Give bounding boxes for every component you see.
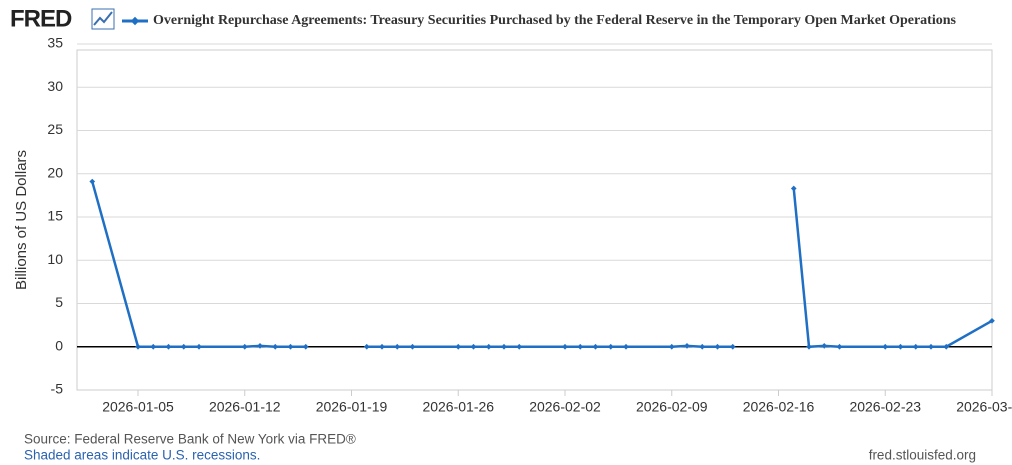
point — [150, 343, 157, 350]
y-tick-label: 0 — [55, 337, 63, 353]
point — [882, 343, 889, 350]
x-tick-label: 2026-01-19 — [316, 399, 388, 415]
source: Source: Federal Reserve Bank of New York… — [24, 432, 356, 447]
point — [409, 343, 416, 350]
series-line — [366, 344, 733, 348]
x-tick-label: 2026-02-02 — [529, 399, 601, 415]
point — [241, 343, 248, 350]
point — [989, 317, 995, 324]
point — [287, 343, 294, 350]
point — [928, 343, 934, 350]
point — [668, 343, 675, 350]
point — [714, 343, 721, 350]
point — [607, 343, 614, 350]
y-tick-label: 35 — [47, 35, 63, 51]
x-tick-label: 2026-01-26 — [422, 399, 494, 415]
point — [455, 343, 462, 350]
y-axis-label: Billions of US Dollars — [13, 150, 30, 290]
point — [623, 343, 629, 350]
legend-label: Overnight Repurchase Agreements: Treasur… — [153, 13, 957, 28]
y-tick-label: 30 — [47, 78, 63, 94]
point — [897, 343, 904, 350]
y-tick-label: 5 — [55, 294, 63, 310]
x-tick-label: 2026-02-16 — [743, 399, 815, 415]
point — [257, 343, 263, 349]
point — [180, 343, 187, 350]
point — [485, 343, 492, 350]
point — [196, 343, 202, 350]
point — [165, 343, 172, 350]
point — [379, 343, 385, 350]
series-line — [792, 188, 993, 349]
point — [302, 343, 309, 350]
point — [806, 343, 812, 350]
x-tick-label: 2026-03-02 — [956, 399, 1012, 415]
x-tick-label: 2026-01-05 — [102, 399, 174, 415]
point — [577, 343, 584, 350]
x-tick-label: 2026-02-09 — [636, 399, 708, 415]
point — [821, 343, 828, 349]
point — [562, 343, 568, 350]
x-tick-label: 2026-01-12 — [209, 399, 281, 415]
point — [501, 343, 507, 350]
point — [943, 343, 950, 350]
y-tick-label: -5 — [51, 381, 64, 397]
point — [592, 343, 599, 350]
recession-note[interactable]: Shaded areas indicate U.S. recessions. — [24, 448, 260, 463]
point — [729, 343, 736, 350]
point — [470, 343, 477, 350]
point — [516, 343, 523, 350]
point — [363, 343, 370, 350]
x-tick-label: 2026-02-23 — [849, 399, 921, 415]
point — [699, 343, 706, 350]
point — [135, 343, 141, 350]
point — [89, 178, 96, 185]
point — [836, 343, 843, 350]
logo[interactable]: FRED — [10, 5, 73, 32]
y-tick-label: 15 — [47, 208, 63, 224]
plot-area — [76, 49, 993, 391]
y-tick-label: 25 — [47, 121, 63, 137]
y-tick-label: 10 — [47, 251, 63, 267]
point — [272, 343, 279, 350]
logo-icon — [91, 8, 115, 30]
point — [790, 185, 797, 192]
point — [912, 343, 919, 350]
y-tick-label: 20 — [47, 164, 63, 180]
point — [394, 343, 401, 350]
point — [684, 343, 690, 349]
site[interactable]: fred.stlouisfed.org — [869, 448, 976, 463]
